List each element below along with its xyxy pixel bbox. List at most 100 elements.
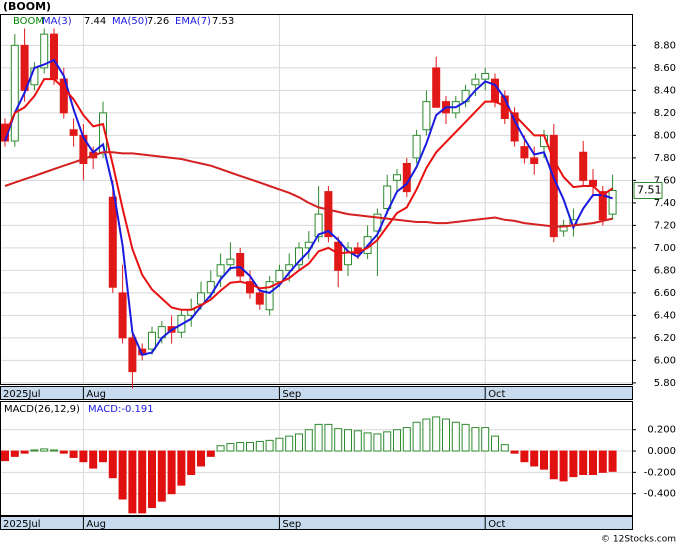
- macd-bar: [510, 450, 519, 454]
- macd-bar: [353, 430, 362, 452]
- y-tick-label: 8.40: [654, 85, 676, 96]
- candle-body: [226, 258, 235, 266]
- macd-bar: [226, 443, 235, 452]
- macd-bar: [246, 442, 254, 452]
- macd-bar: [373, 433, 382, 452]
- macd-bar: [324, 423, 333, 452]
- legend-label: MA(50): [112, 16, 148, 27]
- macd-bar: [177, 450, 186, 486]
- y-tick-label: 6.40: [654, 310, 676, 321]
- y-tick-label: 0.000: [647, 446, 676, 457]
- candle-body: [481, 73, 490, 80]
- candle-body: [334, 241, 343, 271]
- legend-label: BOOM: [13, 16, 44, 27]
- macd-bar: [206, 450, 215, 457]
- macd-bar: [344, 429, 352, 452]
- macd-bar: [442, 418, 450, 452]
- candle-body: [579, 151, 588, 181]
- last-price-box: [633, 182, 663, 199]
- macd-bar: [128, 450, 137, 514]
- macd-bar: [148, 450, 156, 509]
- y-tick-label: 8.20: [654, 108, 676, 119]
- macd-bar: [30, 449, 39, 452]
- macd-bar: [20, 450, 29, 454]
- macd-bar: [598, 450, 607, 473]
- candle-body: [50, 33, 58, 80]
- macd-bar: [471, 427, 480, 452]
- macd-bar: [138, 450, 147, 514]
- y-tick-label: 6.60: [654, 288, 676, 299]
- legend-value: 7.53: [212, 16, 234, 27]
- macd-bar: [500, 444, 509, 452]
- y-tick-label: 8.00: [654, 130, 676, 141]
- candle-body: [236, 253, 245, 277]
- macd-bar: [265, 439, 274, 452]
- macd-bar: [1, 450, 9, 462]
- chart-title: (BOOM): [3, 0, 51, 13]
- x-tick-label: 2025Jul: [3, 519, 41, 530]
- y-tick-label: 8.60: [654, 63, 676, 74]
- macd-bar: [69, 450, 78, 458]
- candle-body: [402, 163, 411, 193]
- candle-body: [471, 78, 480, 86]
- macd-bar: [491, 435, 499, 452]
- y-tick-label: 7.40: [654, 198, 676, 209]
- y-tick-label: 7.00: [654, 243, 676, 254]
- macd-bar: [275, 437, 284, 452]
- macd-bar: [59, 450, 68, 454]
- date-band: [0, 386, 633, 400]
- macd-bar: [157, 450, 166, 502]
- macd-bar: [402, 427, 411, 452]
- candle-body: [148, 331, 156, 350]
- macd-bar: [79, 450, 88, 463]
- macd-bar: [451, 421, 460, 452]
- candle-body: [255, 292, 264, 305]
- candle-body: [520, 146, 529, 159]
- macd-bar: [314, 423, 323, 452]
- macd-bar: [608, 450, 617, 472]
- x-tick-label: Sep: [282, 519, 301, 530]
- candle-body: [549, 134, 558, 238]
- y-tick-label: -0.400: [644, 489, 676, 500]
- macd-bar: [334, 428, 343, 452]
- macd-subtitle: MACD:-0.191: [88, 404, 154, 415]
- y-tick-label: 0.200: [647, 425, 676, 436]
- macd-bar: [481, 427, 490, 452]
- price-panel: [0, 14, 633, 385]
- macd-bar: [187, 450, 196, 475]
- macd-bar: [589, 450, 597, 475]
- macd-bar: [236, 442, 245, 452]
- legend-value: 7.26: [147, 16, 169, 27]
- ma-line: [4, 78, 614, 311]
- legend-value: 7.44: [84, 16, 106, 27]
- macd-bar: [579, 450, 588, 475]
- macd-bar: [255, 440, 264, 452]
- candle-body: [108, 196, 117, 288]
- x-tick-label: Oct: [488, 389, 505, 400]
- candle-body: [373, 213, 382, 232]
- macd-bar: [295, 433, 303, 452]
- macd-bar: [520, 450, 529, 463]
- macd-bar: [383, 431, 392, 452]
- macd-bar: [216, 445, 225, 452]
- y-tick-label: 7.60: [654, 175, 676, 186]
- y-tick-label: 6.20: [654, 333, 676, 344]
- y-tick-label: 6.00: [654, 355, 676, 366]
- candle-body: [40, 33, 49, 69]
- candle-body: [314, 213, 323, 238]
- candle-body: [69, 129, 78, 136]
- macd-bar: [167, 450, 176, 495]
- candle-body: [275, 269, 284, 283]
- candle-body: [530, 157, 539, 164]
- macd-bar: [118, 450, 127, 500]
- macd-bar: [363, 432, 372, 452]
- candle-body: [491, 78, 499, 103]
- x-tick-label: 2025Jul: [3, 389, 41, 400]
- macd-bar: [461, 423, 470, 452]
- macd-bar: [50, 449, 58, 452]
- y-tick-label: -0.200: [644, 467, 676, 478]
- y-tick-label: 5.80: [654, 378, 676, 389]
- macd-bar: [108, 450, 117, 479]
- candle-body: [10, 44, 19, 142]
